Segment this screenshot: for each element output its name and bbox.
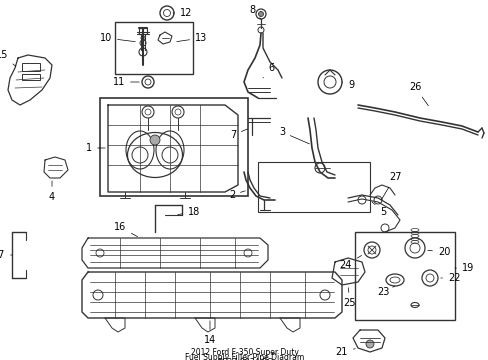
Bar (115, 22, 193, 74)
Text: 25: 25 (343, 288, 356, 308)
Circle shape (365, 340, 373, 348)
Text: 16: 16 (114, 222, 137, 237)
Text: 23: 23 (377, 286, 394, 297)
Text: 7: 7 (229, 129, 247, 140)
Text: 13: 13 (176, 33, 207, 43)
Text: 19: 19 (454, 263, 473, 273)
Bar (22, 74, 40, 80)
Bar (22, 63, 40, 71)
Text: 15: 15 (0, 50, 16, 66)
Text: 10: 10 (100, 33, 135, 43)
Bar (100, 98, 247, 196)
Text: 20: 20 (427, 247, 449, 257)
Text: 24: 24 (339, 256, 361, 270)
Text: 21: 21 (335, 347, 355, 357)
Text: 22: 22 (440, 273, 460, 283)
Text: 27: 27 (381, 172, 401, 200)
Text: 1: 1 (86, 143, 105, 153)
Text: 12: 12 (173, 8, 192, 18)
Text: 9: 9 (341, 80, 353, 90)
Text: 8: 8 (248, 5, 261, 19)
Bar (258, 162, 369, 212)
Text: BC3Z-9034-EG: BC3Z-9034-EG (217, 358, 272, 360)
Circle shape (150, 135, 160, 145)
Text: 14: 14 (203, 321, 216, 345)
Text: 2: 2 (228, 190, 245, 200)
Text: 26: 26 (408, 82, 427, 106)
Bar (354, 232, 454, 320)
Circle shape (258, 12, 263, 17)
Text: 11: 11 (113, 77, 139, 87)
Text: 4: 4 (49, 181, 55, 202)
Text: 18: 18 (177, 207, 200, 217)
Text: 5: 5 (371, 202, 386, 217)
Text: 3: 3 (278, 127, 309, 144)
Text: 2012 Ford F-350 Super Duty: 2012 Ford F-350 Super Duty (191, 348, 298, 357)
Text: Fuel Supply Filler Pipe Diagram: Fuel Supply Filler Pipe Diagram (185, 353, 304, 360)
Text: 17: 17 (0, 250, 12, 260)
Bar (139, 28, 147, 34)
Text: 6: 6 (263, 63, 274, 78)
